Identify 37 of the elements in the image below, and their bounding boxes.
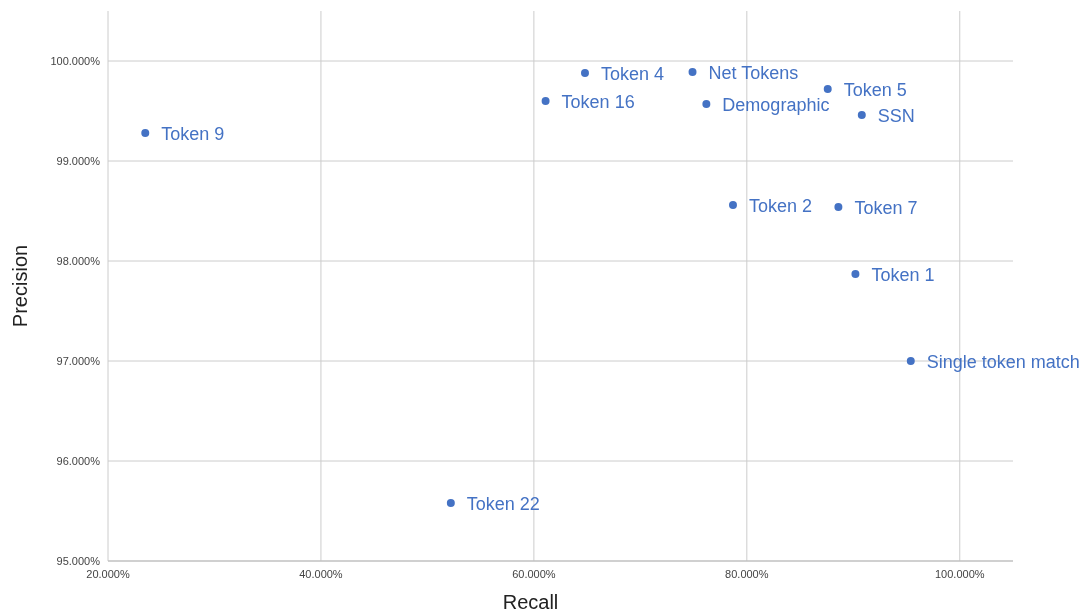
point xyxy=(851,270,860,278)
point xyxy=(906,357,915,365)
x-tick-label: 80.000% xyxy=(725,568,769,580)
x-axis-title: Recall xyxy=(502,591,559,613)
series-label: Demographic xyxy=(722,95,830,115)
series-label: Token 9 xyxy=(161,124,225,144)
point xyxy=(834,203,843,211)
series-label: Token 4 xyxy=(600,64,665,84)
y-tick-label: 96.000% xyxy=(56,455,101,467)
y-tick-label: 97.000% xyxy=(56,355,101,367)
y-tick-label: 98.000% xyxy=(56,255,101,267)
x-tick-label: 20.000% xyxy=(86,568,130,580)
series-label: Token 5 xyxy=(843,80,907,100)
series-label: Token 1 xyxy=(871,265,935,285)
series-label: Single token match xyxy=(926,352,1080,372)
series-label: Token 16 xyxy=(561,92,635,112)
x-tick-label: 60.000% xyxy=(512,568,556,580)
series-label: Net Tokens xyxy=(708,63,799,83)
x-tick-label: 100.000% xyxy=(934,568,985,580)
point xyxy=(688,68,697,76)
series-label: SSN xyxy=(877,106,915,126)
point xyxy=(581,69,589,77)
point xyxy=(141,129,150,137)
y-tick-label: 100.000% xyxy=(50,55,101,67)
y-tick-label: 95.000% xyxy=(56,555,101,567)
point xyxy=(702,100,711,108)
point xyxy=(446,499,455,507)
series-label: Token 7 xyxy=(854,198,918,218)
point xyxy=(823,85,832,93)
y-tick-label: 99.000% xyxy=(56,155,101,167)
series-label: Token 2 xyxy=(748,196,813,216)
point xyxy=(541,97,550,105)
point xyxy=(857,111,866,119)
x-tick-label: 40.000% xyxy=(299,568,343,580)
series-label: Token 22 xyxy=(466,494,540,514)
point xyxy=(728,201,737,209)
y-axis-title: Precision xyxy=(9,244,31,328)
